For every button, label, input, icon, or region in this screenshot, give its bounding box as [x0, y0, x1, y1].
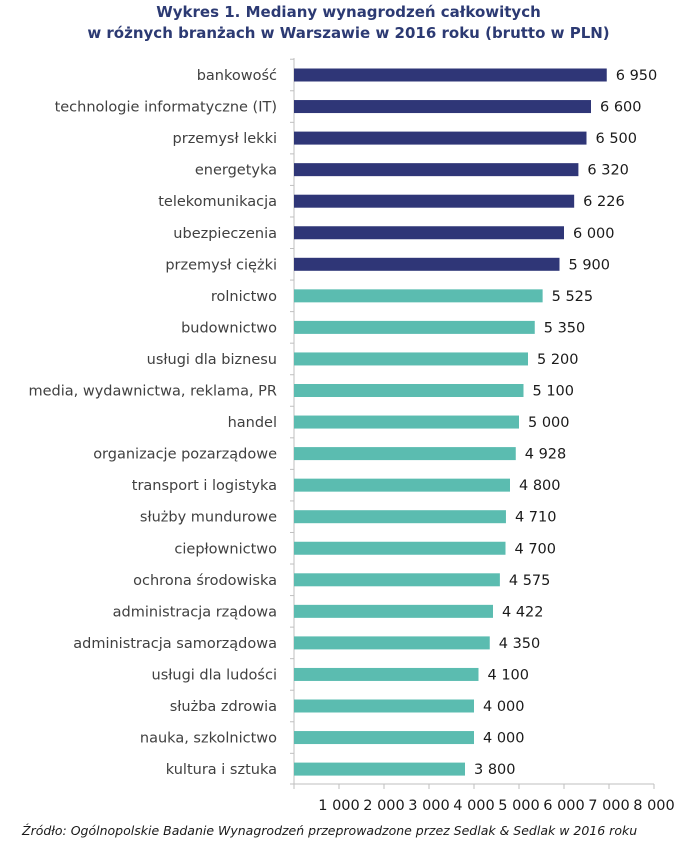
category-label: służba zdrowia [170, 699, 277, 715]
x-tick-label: 8 000 [633, 798, 675, 814]
x-tick-label: 4 000 [453, 798, 495, 814]
data-label: 4 575 [509, 573, 551, 589]
data-label: 4 928 [525, 447, 567, 463]
category-label: organizacje pozarządowe [93, 447, 277, 463]
bar [294, 226, 564, 240]
data-label: 5 525 [552, 289, 594, 305]
data-label: 4 710 [515, 510, 557, 526]
data-label: 5 200 [537, 352, 579, 368]
category-label: media, wydawnictwa, reklama, PR [28, 384, 277, 400]
category-label: transport i logistyka [132, 478, 277, 494]
bar [294, 636, 490, 650]
data-label: 6 600 [600, 100, 642, 116]
data-label: 4 422 [502, 604, 544, 620]
category-label: służby mundurowe [140, 510, 277, 526]
bar [294, 762, 465, 776]
bar [294, 68, 607, 82]
category-label: przemysł lekki [173, 131, 277, 147]
data-label: 5 100 [533, 384, 575, 400]
x-tick-label: 6 000 [543, 798, 585, 814]
bar [294, 257, 560, 271]
x-tick-label: 1 000 [318, 798, 360, 814]
data-label: 5 000 [528, 415, 570, 431]
category-label: kultura i sztuka [166, 762, 277, 778]
category-label: rolnictwo [211, 289, 277, 305]
bar [294, 510, 506, 524]
bar [294, 478, 510, 492]
data-label: 6 320 [587, 163, 629, 179]
data-label: 4 800 [519, 478, 561, 494]
category-label: ochrona środowiska [133, 573, 277, 589]
x-tick-label: 7 000 [588, 798, 630, 814]
category-label: energetyka [195, 163, 277, 179]
data-label: 5 900 [569, 257, 611, 273]
data-label: 4 000 [483, 731, 525, 747]
bar [294, 604, 493, 618]
bar [294, 352, 528, 366]
category-label: administracja samorządowa [73, 636, 277, 652]
data-label: 4 700 [515, 541, 557, 557]
data-label: 4 100 [488, 667, 530, 683]
bar [294, 447, 516, 461]
bar [294, 415, 519, 429]
data-label: 3 800 [474, 762, 516, 778]
bar-chart: 1 000 2 000 3 000 4 000 5 000 6 000 7 000 8 000… [28, 58, 675, 814]
data-label: 6 500 [596, 131, 638, 147]
bar [294, 541, 506, 555]
data-label: 6 950 [616, 68, 658, 84]
data-label: 4 350 [499, 636, 541, 652]
bar [294, 731, 474, 745]
category-label: usługi dla ludości [152, 667, 277, 683]
x-tick-label: 2 000 [363, 798, 405, 814]
chart-title-line1: Wykres 1. Mediany wynagrodzeń całkowityc… [156, 3, 541, 21]
x-tick-label: 5 000 [498, 798, 540, 814]
category-label: telekomunikacja [158, 194, 277, 210]
data-label: 5 350 [544, 320, 586, 336]
bar [294, 667, 479, 681]
category-label: budownictwo [181, 320, 277, 336]
chart-title: Wykres 1. Mediany wynagrodzeń całkowityc… [0, 2, 697, 44]
bar [294, 320, 535, 334]
bar [294, 131, 587, 145]
source-note: Źródło: Ogólnopolskie Badanie Wynagrodze… [22, 823, 638, 838]
category-label: administracja rządowa [113, 604, 277, 620]
data-label: 6 000 [573, 226, 615, 242]
bar [294, 100, 591, 114]
chart-title-line2: w różnych branżach w Warszawie w 2016 ro… [87, 24, 610, 42]
bar [294, 289, 543, 303]
data-label: 4 000 [483, 699, 525, 715]
category-label: ciepłownictwo [174, 541, 277, 557]
bar [294, 194, 575, 208]
category-label: usługi dla biznesu [147, 352, 277, 368]
data-label: 6 226 [583, 194, 625, 210]
bar [294, 573, 500, 587]
bar [294, 699, 474, 713]
category-label: nauka, szkolnictwo [140, 731, 277, 747]
category-label: przemysł ciężki [165, 257, 277, 273]
bar [294, 163, 579, 177]
category-label: handel [228, 415, 277, 431]
bar [294, 384, 524, 397]
category-label: technologie informatyczne (IT) [55, 100, 277, 116]
category-label: bankowość [197, 68, 277, 84]
category-label: ubezpieczenia [173, 226, 277, 242]
x-tick-label: 3 000 [408, 798, 450, 814]
